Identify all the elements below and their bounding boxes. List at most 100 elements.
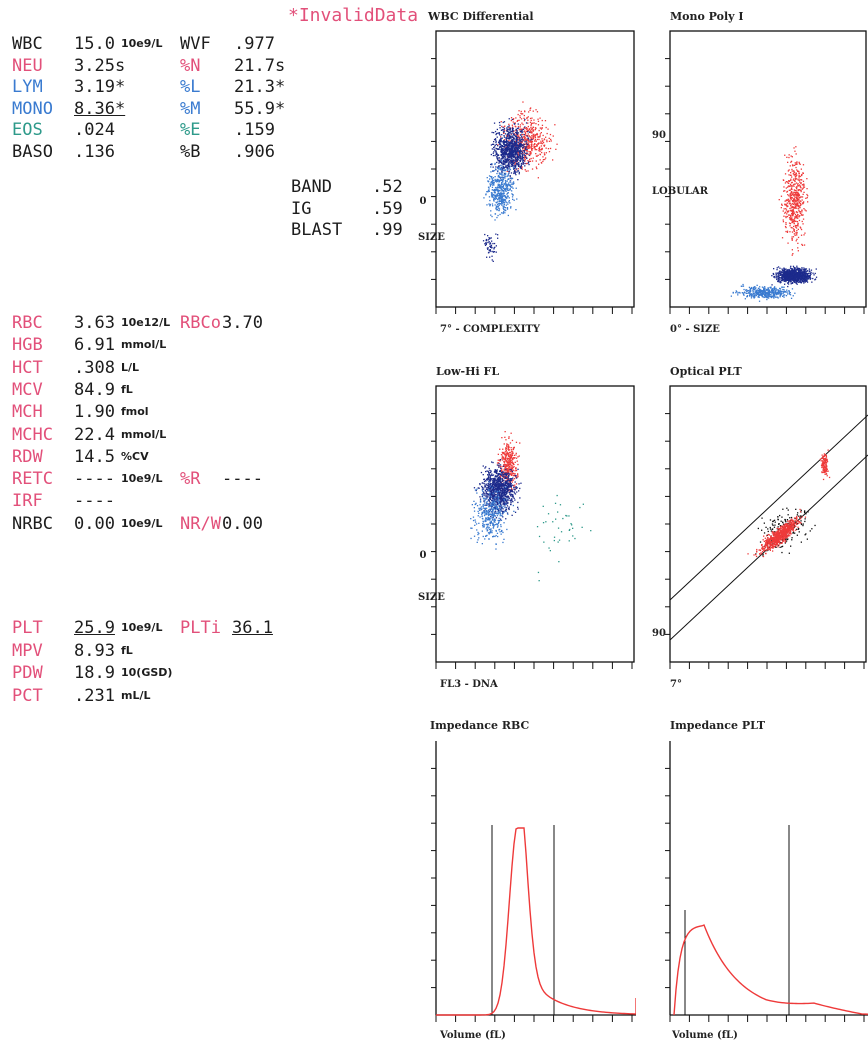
scatter-point bbox=[507, 464, 509, 466]
scatter-point bbox=[806, 197, 808, 199]
scatter-point bbox=[793, 275, 795, 277]
scatter-point bbox=[508, 131, 510, 133]
scatter-point bbox=[502, 129, 504, 131]
scatter-point bbox=[531, 149, 533, 151]
scatter-point bbox=[804, 232, 806, 234]
scatter-point bbox=[499, 168, 502, 170]
scatter-point bbox=[791, 249, 793, 251]
scatter-point bbox=[809, 278, 811, 280]
scatter-point bbox=[537, 124, 540, 126]
scatter-point bbox=[504, 200, 506, 202]
scatter-point bbox=[757, 293, 759, 295]
scatter-point bbox=[508, 132, 510, 134]
scatter-point bbox=[512, 501, 514, 503]
scatter-point bbox=[493, 151, 495, 153]
scatter-point bbox=[488, 483, 490, 485]
scatter-point bbox=[769, 295, 771, 298]
scatter-point bbox=[515, 469, 518, 472]
scatter-point bbox=[508, 201, 510, 203]
scatter-point bbox=[755, 292, 758, 295]
scatter-point bbox=[785, 181, 787, 183]
scatter-point bbox=[521, 168, 523, 170]
scatter-point bbox=[507, 195, 509, 198]
scatter-point bbox=[509, 162, 512, 164]
scatter-point bbox=[788, 274, 790, 277]
scatter-point bbox=[781, 286, 783, 288]
scatter-point bbox=[773, 293, 776, 295]
scatter-point bbox=[516, 139, 518, 141]
scatter-point bbox=[499, 159, 501, 161]
scatter-point bbox=[513, 162, 515, 164]
scatter-point bbox=[789, 294, 792, 296]
scatter-point bbox=[792, 213, 794, 215]
scatter-point bbox=[790, 205, 792, 207]
scatter-point bbox=[492, 480, 494, 482]
scatter-point bbox=[795, 225, 798, 227]
scatter-point bbox=[501, 174, 503, 176]
scatter-point bbox=[507, 140, 509, 143]
scatter-point bbox=[521, 166, 523, 168]
scatter-point bbox=[786, 181, 789, 183]
scatter-point bbox=[497, 159, 499, 162]
scatter-point bbox=[496, 188, 498, 190]
scatter-point bbox=[501, 195, 503, 198]
scatter-point bbox=[801, 279, 803, 281]
scatter-point bbox=[782, 270, 784, 272]
scatter-point bbox=[489, 501, 491, 504]
scatter-point bbox=[794, 207, 796, 209]
scatter-point bbox=[803, 208, 805, 210]
scatter-point bbox=[533, 119, 535, 121]
scatter-point bbox=[510, 473, 512, 475]
scatter-point bbox=[801, 220, 803, 223]
scatter-point bbox=[495, 195, 497, 198]
scatter-point bbox=[491, 483, 493, 486]
scatter-point bbox=[489, 185, 491, 187]
scatter-point bbox=[788, 269, 791, 271]
scatter-point bbox=[507, 452, 509, 454]
scatter-point bbox=[493, 199, 495, 201]
scatter-point bbox=[504, 477, 507, 479]
scatter-point bbox=[530, 157, 532, 160]
scatter-point bbox=[808, 277, 810, 279]
scatter-point bbox=[483, 197, 485, 199]
scatter-point bbox=[496, 206, 498, 208]
scatter-point bbox=[749, 294, 751, 296]
scatter-point bbox=[525, 162, 527, 165]
scatter-point bbox=[791, 211, 794, 213]
scatter-point bbox=[492, 194, 494, 196]
scatter-point bbox=[487, 191, 489, 193]
scatter-point bbox=[504, 133, 507, 135]
scatter-point bbox=[507, 476, 509, 479]
scatter-point bbox=[783, 190, 785, 192]
scatter-point bbox=[519, 145, 521, 147]
scatter-point bbox=[789, 165, 791, 167]
scatter-point bbox=[532, 130, 534, 132]
scatter-point bbox=[500, 489, 502, 492]
scatter-point bbox=[794, 206, 796, 208]
scatter-point bbox=[792, 165, 794, 167]
scatter-point bbox=[507, 495, 510, 498]
scatter-point bbox=[505, 448, 507, 450]
scatter-point bbox=[537, 154, 539, 156]
scatter-point bbox=[784, 211, 787, 213]
scatter-point bbox=[521, 129, 523, 131]
scatter-point bbox=[779, 287, 781, 290]
scatter-point bbox=[511, 150, 514, 152]
scatter-point bbox=[490, 184, 492, 186]
scatter-point bbox=[510, 160, 512, 162]
scatter-point bbox=[516, 487, 518, 489]
scatter-point bbox=[510, 479, 513, 482]
scatter-point bbox=[507, 478, 509, 480]
scatter-point bbox=[523, 154, 525, 156]
scatter-point bbox=[757, 289, 759, 291]
scatter-point bbox=[799, 206, 801, 208]
scatter-point bbox=[502, 162, 504, 164]
scatter-point bbox=[798, 269, 800, 272]
scatter-point bbox=[517, 125, 520, 128]
scatter-point bbox=[489, 481, 491, 483]
scatter-point bbox=[496, 481, 498, 484]
scatter-point bbox=[534, 143, 536, 145]
scatter-point bbox=[773, 276, 775, 278]
scatter-point bbox=[796, 188, 798, 190]
scatter-point bbox=[505, 469, 508, 471]
